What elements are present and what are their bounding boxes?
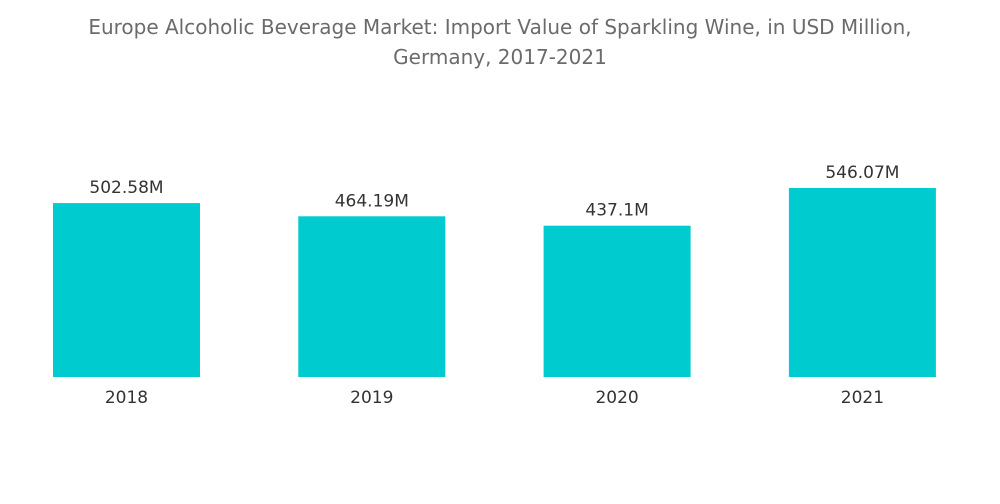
chart-title: Europe Alcoholic Beverage Market: Import… xyxy=(0,12,1000,72)
bar-2021 xyxy=(788,188,936,377)
chart-title-line-1: Europe Alcoholic Beverage Market: Import… xyxy=(88,15,912,39)
bar-2019 xyxy=(298,216,446,377)
data-label-2018: 502.58M xyxy=(89,178,163,198)
data-label-2020: 437.1M xyxy=(585,201,648,221)
bar-2018 xyxy=(53,203,200,377)
x-tick-label-2018: 2018 xyxy=(105,388,148,408)
chart-title-line-2: Germany, 2017-2021 xyxy=(393,45,607,69)
data-label-2021: 546.07M xyxy=(825,163,899,183)
data-label-2019: 464.19M xyxy=(335,191,409,211)
x-tick-label-2020: 2020 xyxy=(595,388,638,408)
bar-2020 xyxy=(543,225,691,377)
x-tick-label-2021: 2021 xyxy=(841,388,884,408)
x-tick-label-2019: 2019 xyxy=(350,388,393,408)
